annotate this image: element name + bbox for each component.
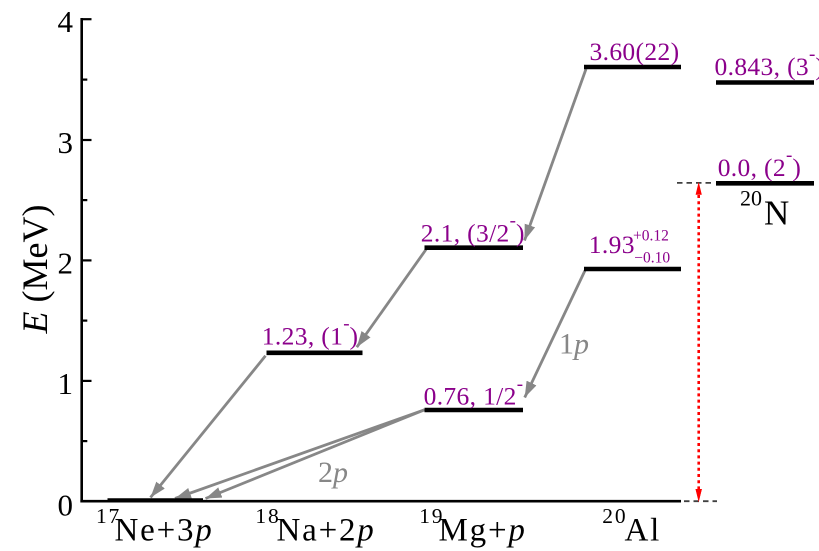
svg-text:Mg+p: Mg+p xyxy=(439,513,527,549)
svg-text:1.93: 1.93 xyxy=(589,230,635,259)
svg-text:1: 1 xyxy=(58,366,74,401)
svg-text:1p: 1p xyxy=(559,328,589,361)
svg-text:Al: Al xyxy=(625,513,662,549)
svg-text:20: 20 xyxy=(740,186,762,211)
svg-text:2: 2 xyxy=(58,245,74,280)
svg-text:E (MeV): E (MeV) xyxy=(15,205,55,335)
svg-text:Na+2p: Na+2p xyxy=(277,513,376,549)
svg-text:4: 4 xyxy=(58,4,74,39)
svg-text:N: N xyxy=(764,194,789,233)
svg-text:−0.10: −0.10 xyxy=(634,249,670,266)
svg-text:18: 18 xyxy=(255,504,280,528)
svg-text:0: 0 xyxy=(58,488,74,523)
svg-text:3: 3 xyxy=(58,125,74,160)
svg-text:Ne+3p: Ne+3p xyxy=(115,513,214,549)
svg-text:19: 19 xyxy=(419,504,444,528)
svg-text:17: 17 xyxy=(96,504,121,528)
svg-text:2p: 2p xyxy=(318,456,348,489)
svg-text:3.60(22): 3.60(22) xyxy=(590,37,680,66)
svg-text:+0.12: +0.12 xyxy=(633,227,669,244)
svg-text:20: 20 xyxy=(602,504,627,528)
